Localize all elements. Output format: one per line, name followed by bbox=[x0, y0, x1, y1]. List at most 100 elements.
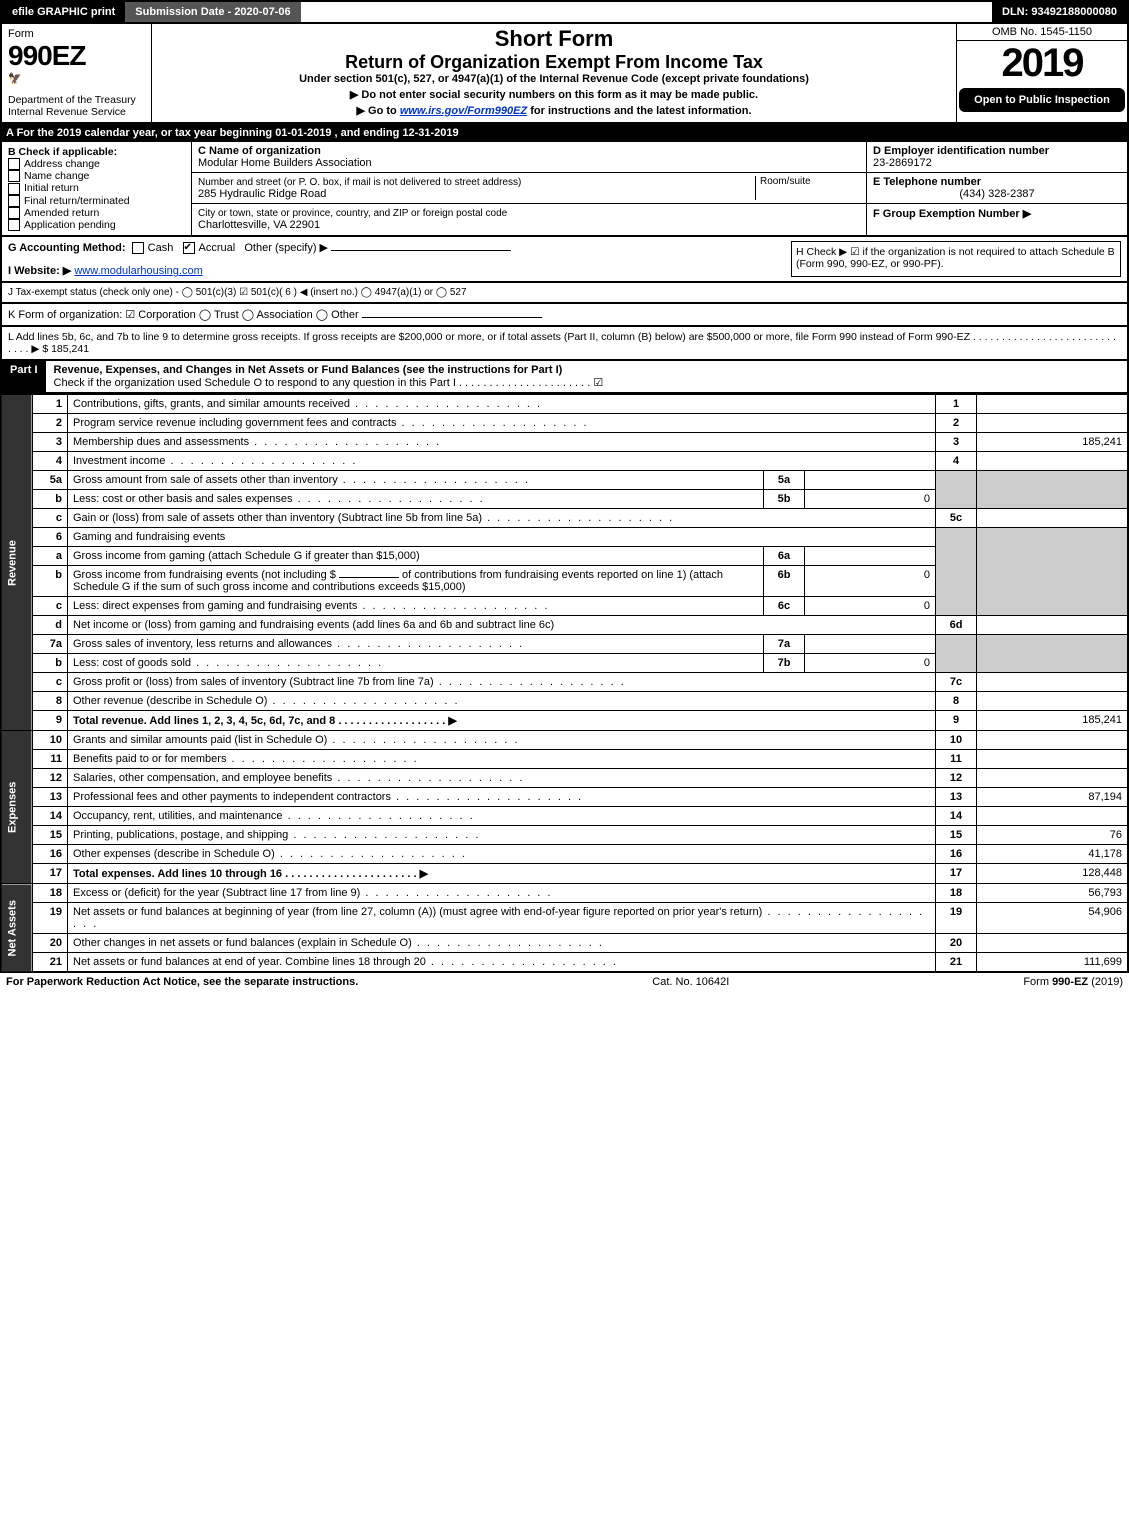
opt-final-return: Final return/terminated bbox=[24, 195, 130, 207]
r3-v: 185,241 bbox=[977, 433, 1129, 452]
r6b-blank[interactable] bbox=[339, 577, 399, 578]
r7a-sn: 7a bbox=[764, 635, 805, 654]
chk-app-pending[interactable] bbox=[8, 219, 20, 231]
r12-n: 12 bbox=[33, 769, 68, 788]
r5b-sv: 0 bbox=[805, 490, 936, 509]
goto-line: ▶ Go to www.irs.gov/Form990EZ for instru… bbox=[156, 104, 952, 117]
dept-treasury: Department of the Treasury bbox=[8, 94, 136, 106]
c-name-label: C Name of organization bbox=[198, 145, 321, 157]
form-header: Form 990EZ 🦅 Department of the Treasury … bbox=[0, 24, 1129, 124]
r19-t: Net assets or fund balances at beginning… bbox=[73, 906, 762, 918]
r13-v: 87,194 bbox=[977, 788, 1129, 807]
chk-initial-return[interactable] bbox=[8, 183, 20, 195]
side-revenue: Revenue bbox=[1, 395, 33, 731]
r15-n: 15 bbox=[33, 826, 68, 845]
chk-final-return[interactable] bbox=[8, 195, 20, 207]
r3-t: Membership dues and assessments bbox=[73, 436, 249, 448]
part-i-check: Check if the organization used Schedule … bbox=[54, 377, 604, 389]
r5c-v bbox=[977, 509, 1129, 528]
chk-amended-return[interactable] bbox=[8, 207, 20, 219]
r7c-t: Gross profit or (loss) from sales of inv… bbox=[73, 676, 434, 688]
eagle-icon: 🦅 bbox=[8, 72, 145, 85]
r5c-t: Gain or (loss) from sale of assets other… bbox=[73, 512, 482, 524]
top-bar: efile GRAPHIC print Submission Date - 20… bbox=[0, 0, 1129, 24]
r21-ln: 21 bbox=[936, 953, 977, 973]
opt-address-change: Address change bbox=[24, 158, 100, 170]
r6d-ln: 6d bbox=[936, 616, 977, 635]
r11-ln: 11 bbox=[936, 750, 977, 769]
r19-ln: 19 bbox=[936, 903, 977, 934]
r3-ln: 3 bbox=[936, 433, 977, 452]
part-i-label: Part I bbox=[2, 361, 46, 392]
r21-t: Net assets or fund balances at end of ye… bbox=[73, 956, 426, 968]
r14-v bbox=[977, 807, 1129, 826]
chk-address-change[interactable] bbox=[8, 158, 20, 170]
k-form-org: K Form of organization: ☑ Corporation ◯ … bbox=[0, 304, 1129, 327]
r6c-sv: 0 bbox=[805, 597, 936, 616]
r21-n: 21 bbox=[33, 953, 68, 973]
section-b-checkboxes: B Check if applicable: Address change Na… bbox=[2, 142, 192, 235]
d-ein-label: D Employer identification number bbox=[873, 145, 1049, 157]
r5b-n: b bbox=[33, 490, 68, 509]
r5a-t: Gross amount from sale of assets other t… bbox=[73, 474, 338, 486]
h-check-box: H Check ▶ ☑ if the organization is not r… bbox=[791, 241, 1121, 277]
r2-ln: 2 bbox=[936, 414, 977, 433]
r10-ln: 10 bbox=[936, 731, 977, 750]
opt-accrual: Accrual bbox=[199, 242, 236, 254]
r10-n: 10 bbox=[33, 731, 68, 750]
j-tax-exempt: J Tax-exempt status (check only one) - ◯… bbox=[0, 283, 1129, 304]
r7b-sn: 7b bbox=[764, 654, 805, 673]
r7b-t: Less: cost of goods sold bbox=[73, 657, 191, 669]
r6c-n: c bbox=[33, 597, 68, 616]
r7b-sv: 0 bbox=[805, 654, 936, 673]
chk-accrual[interactable] bbox=[183, 242, 195, 254]
r11-t: Benefits paid to or for members bbox=[73, 753, 226, 765]
r18-t: Excess or (deficit) for the year (Subtra… bbox=[73, 887, 360, 899]
r15-v: 76 bbox=[977, 826, 1129, 845]
r8-v bbox=[977, 692, 1129, 711]
r18-ln: 18 bbox=[936, 884, 977, 903]
chk-cash[interactable] bbox=[132, 242, 144, 254]
under-section: Under section 501(c), 527, or 4947(a)(1)… bbox=[156, 73, 952, 85]
r12-ln: 12 bbox=[936, 769, 977, 788]
r14-t: Occupancy, rent, utilities, and maintena… bbox=[73, 810, 283, 822]
r6b-n: b bbox=[33, 566, 68, 597]
r16-v: 41,178 bbox=[977, 845, 1129, 864]
k-other-line[interactable] bbox=[362, 317, 542, 318]
i-website-label: I Website: ▶ bbox=[8, 265, 71, 277]
r5c-n: c bbox=[33, 509, 68, 528]
r7a-t: Gross sales of inventory, less returns a… bbox=[73, 638, 332, 650]
r19-n: 19 bbox=[33, 903, 68, 934]
irs-link[interactable]: www.irs.gov/Form990EZ bbox=[400, 105, 527, 117]
side-net-assets: Net Assets bbox=[1, 884, 33, 973]
r17-t: Total expenses. Add lines 10 through 16 … bbox=[73, 868, 428, 880]
r21-v: 111,699 bbox=[977, 953, 1129, 973]
r11-n: 11 bbox=[33, 750, 68, 769]
r1-v bbox=[977, 395, 1129, 414]
r6d-v bbox=[977, 616, 1129, 635]
short-form-title: Short Form bbox=[156, 26, 952, 52]
r5a-sv bbox=[805, 471, 936, 490]
k-text: K Form of organization: ☑ Corporation ◯ … bbox=[8, 309, 359, 321]
efile-label[interactable]: efile GRAPHIC print bbox=[12, 6, 115, 18]
l-gross-receipts: L Add lines 5b, 6c, and 7b to line 9 to … bbox=[0, 327, 1129, 361]
website-link[interactable]: www.modularhousing.com bbox=[74, 265, 202, 277]
r18-v: 56,793 bbox=[977, 884, 1129, 903]
r6b-t1: Gross income from fundraising events (no… bbox=[73, 569, 336, 581]
r1-ln: 1 bbox=[936, 395, 977, 414]
r7c-v bbox=[977, 673, 1129, 692]
r7a-n: 7a bbox=[33, 635, 68, 654]
r6d-n: d bbox=[33, 616, 68, 635]
other-specify-line[interactable] bbox=[331, 250, 511, 251]
r7b-n: b bbox=[33, 654, 68, 673]
r15-t: Printing, publications, postage, and shi… bbox=[73, 829, 288, 841]
chk-name-change[interactable] bbox=[8, 170, 20, 182]
r14-n: 14 bbox=[33, 807, 68, 826]
r1-n: 1 bbox=[33, 395, 68, 414]
r6a-t: Gross income from gaming (attach Schedul… bbox=[73, 550, 420, 562]
r5b-t: Less: cost or other basis and sales expe… bbox=[73, 493, 293, 505]
r4-ln: 4 bbox=[936, 452, 977, 471]
ein-value: 23-2869172 bbox=[873, 157, 932, 169]
c-street-label: Number and street (or P. O. box, if mail… bbox=[198, 177, 521, 188]
org-name: Modular Home Builders Association bbox=[198, 157, 372, 169]
